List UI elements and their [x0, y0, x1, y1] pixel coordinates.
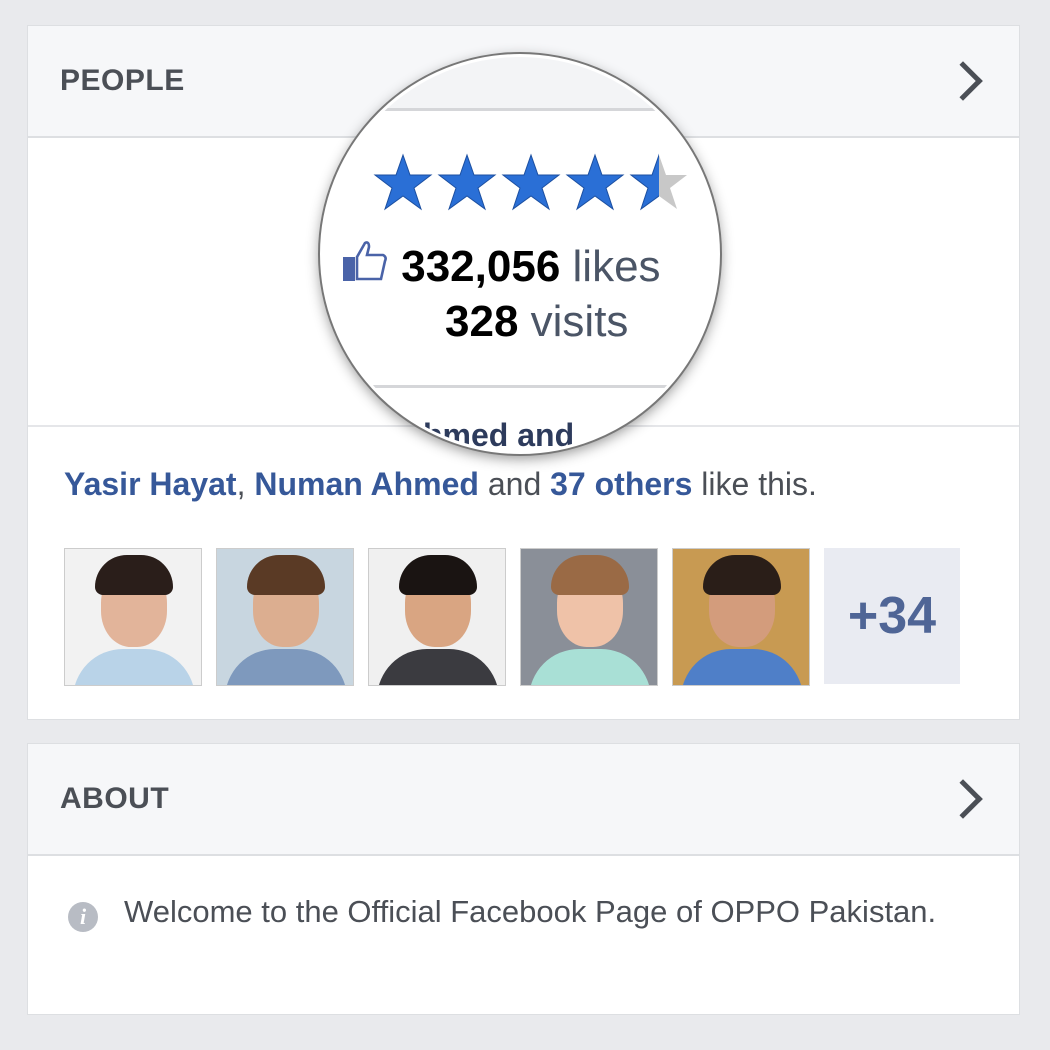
about-card: ABOUT i Welcome to the Official Facebook…	[27, 743, 1020, 1015]
star-rating	[373, 153, 689, 213]
others-link[interactable]: 37 others	[550, 466, 693, 502]
star-icon	[565, 153, 625, 211]
star-icon	[437, 153, 497, 211]
visits-count: 328 visits	[445, 297, 629, 346]
friend-avatar[interactable]	[520, 548, 658, 686]
magnified-text: hmed and	[423, 417, 575, 453]
friend-avatar[interactable]	[672, 548, 810, 686]
thumbs-up-icon	[343, 241, 387, 281]
chevron-right-icon[interactable]	[943, 61, 983, 101]
more-friends-button[interactable]: +34	[824, 548, 960, 684]
star-icon	[629, 153, 687, 211]
friends-like-text: Yasir Hayat, Numan Ahmed and 37 others l…	[64, 466, 817, 502]
about-title: ABOUT	[60, 782, 170, 815]
friend-link[interactable]: Yasir Hayat	[64, 466, 237, 502]
friend-avatar[interactable]	[64, 548, 202, 686]
friend-link[interactable]: Numan Ahmed	[254, 466, 479, 502]
about-header[interactable]: ABOUT	[28, 744, 1019, 856]
star-icon	[501, 153, 561, 211]
magnifier-lens: 332,056 likes 328 visits hmed and	[320, 54, 720, 454]
star-icon	[373, 153, 433, 211]
chevron-right-icon[interactable]	[943, 779, 983, 819]
friend-avatar[interactable]	[368, 548, 506, 686]
likes-count: 332,056 likes	[341, 237, 661, 292]
people-title: PEOPLE	[60, 64, 185, 97]
friend-avatar[interactable]	[216, 548, 354, 686]
info-icon: i	[68, 902, 98, 932]
about-text: Welcome to the Official Facebook Page of…	[124, 894, 937, 929]
